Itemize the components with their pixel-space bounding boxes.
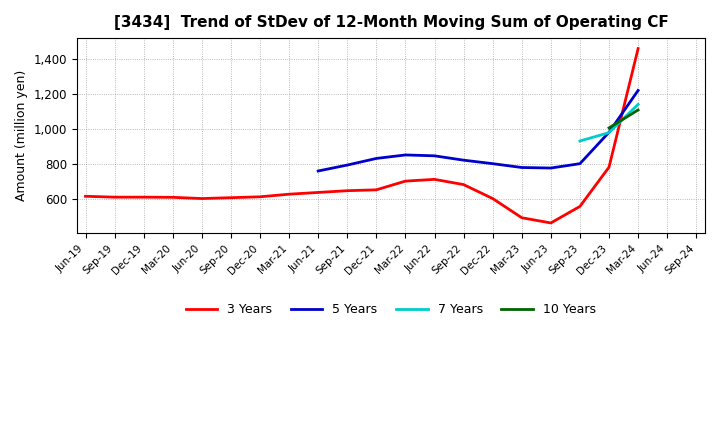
Title: [3434]  Trend of StDev of 12-Month Moving Sum of Operating CF: [3434] Trend of StDev of 12-Month Moving…	[114, 15, 668, 30]
Legend: 3 Years, 5 Years, 7 Years, 10 Years: 3 Years, 5 Years, 7 Years, 10 Years	[181, 298, 600, 321]
Y-axis label: Amount (million yen): Amount (million yen)	[15, 70, 28, 202]
